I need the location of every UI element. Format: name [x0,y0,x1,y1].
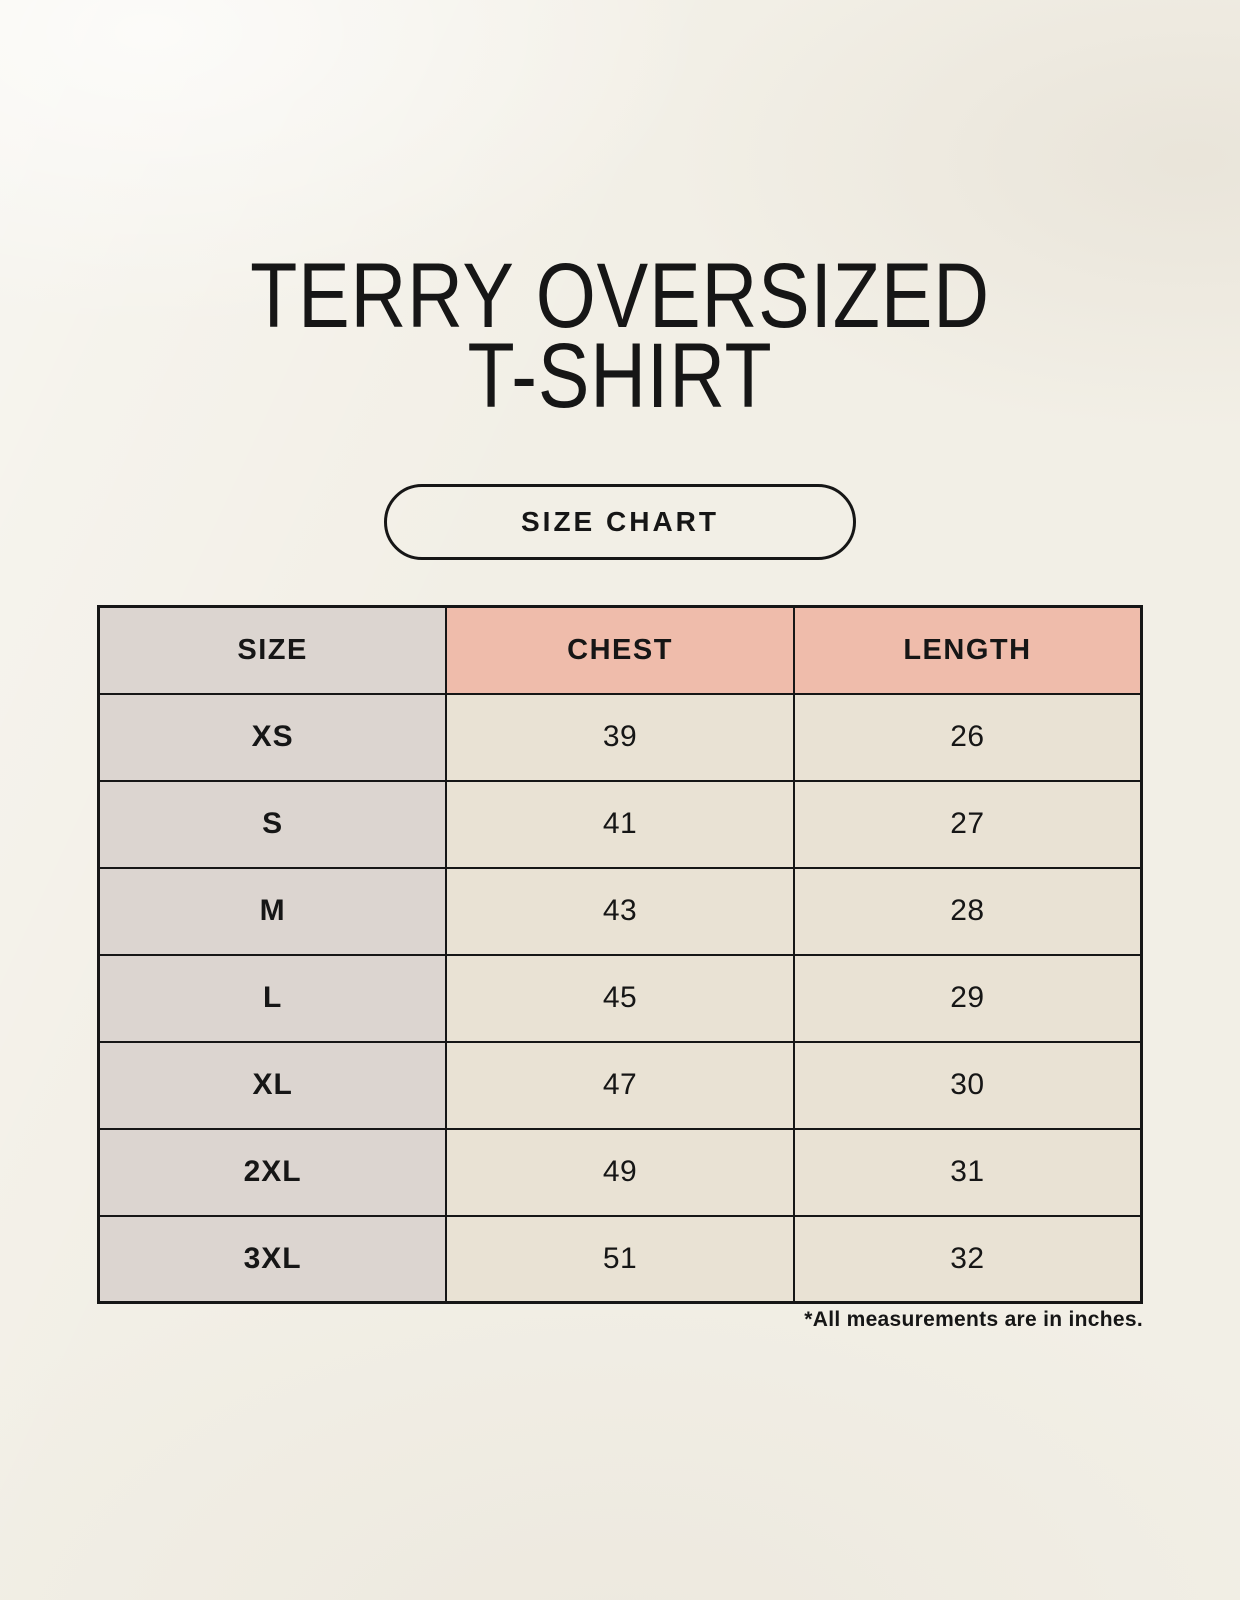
size-cell: XS [97,692,448,782]
table-row: 3XL 51 32 [97,1214,1143,1304]
size-cell: 3XL [97,1214,448,1304]
page-title: TERRY OVERSIZED T-SHIRT [99,245,1141,428]
length-cell: 26 [792,692,1143,782]
size-cell: L [97,953,448,1043]
size-cell: M [97,866,448,956]
chest-cell: 47 [445,1040,795,1130]
measurements-footnote: *All measurements are in inches. [804,1308,1143,1331]
page-title-line-1: TERRY OVERSIZED [250,245,990,347]
chest-cell: 43 [445,866,795,956]
size-table-container: SIZE CHEST LENGTH XS 39 26 S 41 27 M 43 … [97,605,1143,1304]
size-cell: S [97,779,448,869]
column-header-chest: CHEST [445,605,795,695]
chest-cell: 39 [445,692,795,782]
table-row: L 45 29 [97,953,1143,1043]
size-cell: 2XL [97,1127,448,1217]
chest-cell: 51 [445,1214,795,1304]
chest-cell: 41 [445,779,795,869]
size-table: SIZE CHEST LENGTH XS 39 26 S 41 27 M 43 … [97,605,1143,1304]
length-cell: 32 [792,1214,1143,1304]
size-table-head: SIZE CHEST LENGTH [97,605,1143,695]
length-cell: 29 [792,953,1143,1043]
column-header-size: SIZE [97,605,448,695]
header-row: SIZE CHEST LENGTH [97,605,1143,695]
length-cell: 28 [792,866,1143,956]
length-cell: 31 [792,1127,1143,1217]
size-cell: XL [97,1040,448,1130]
page-title-line-2: T-SHIRT [467,325,773,428]
table-row: M 43 28 [97,866,1143,956]
table-row: S 41 27 [97,779,1143,869]
size-chart-button[interactable]: SIZE CHART [384,484,856,560]
column-header-length: LENGTH [792,605,1143,695]
chest-cell: 49 [445,1127,795,1217]
length-cell: 30 [792,1040,1143,1130]
length-cell: 27 [792,779,1143,869]
table-row: XS 39 26 [97,692,1143,782]
chest-cell: 45 [445,953,795,1043]
size-table-body: XS 39 26 S 41 27 M 43 28 L 45 29 XL 47 3… [97,692,1143,1304]
table-row: XL 47 30 [97,1040,1143,1130]
table-row: 2XL 49 31 [97,1127,1143,1217]
